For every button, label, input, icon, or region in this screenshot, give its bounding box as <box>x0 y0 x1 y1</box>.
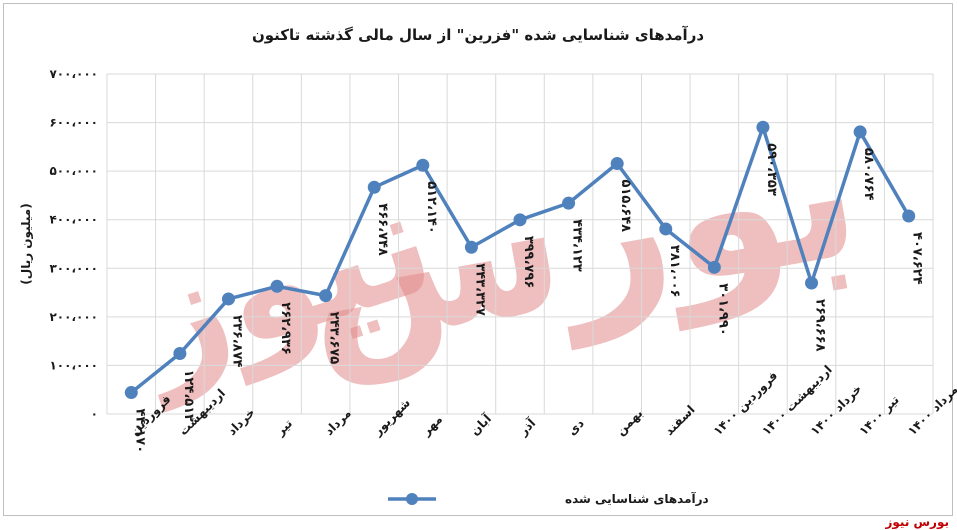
y-tick-label: ۶۰۰،۰۰۰ <box>49 116 98 130</box>
data-label: ۵۸۰،۷۶۴ <box>861 148 876 201</box>
x-tick-label: مرداد ۱۴۰۰ <box>905 382 957 438</box>
x-tick-label: مهر <box>418 412 445 439</box>
source-label: بورس نیوز <box>885 515 949 529</box>
data-point <box>173 347 187 361</box>
x-tick-label: مرداد <box>322 406 354 438</box>
data-point <box>221 292 235 306</box>
y-tick-label: ۳۰۰،۰۰۰ <box>49 261 98 275</box>
chart-title: درآمدهای شناسایی شده "فزرین" از سال مالی… <box>252 26 704 44</box>
data-label: ۳۸۱،۰۰۶ <box>667 245 682 298</box>
y-tick-label: ۴۰۰،۰۰۰ <box>49 213 98 227</box>
data-label: ۴۴،۱۷۰ <box>132 409 147 454</box>
data-point <box>319 289 333 303</box>
data-label: ۳۹۹،۷۹۶ <box>521 236 536 289</box>
data-label: ۲۳۶،۸۷۴ <box>229 315 244 368</box>
data-label: ۱۲۴،۵۱۲ <box>181 370 196 423</box>
legend-marker <box>406 493 418 505</box>
x-tick-label: آبان <box>467 410 495 438</box>
data-point <box>464 240 478 254</box>
data-point <box>124 386 138 400</box>
y-tick-label: ۵۰۰،۰۰۰ <box>49 164 98 178</box>
data-label: ۵۹۰،۳۵۳ <box>764 143 779 196</box>
x-tick-label: آذر <box>515 415 539 439</box>
data-label: ۲۶۲،۹۳۶ <box>278 302 293 355</box>
x-tick-label: اسفند <box>662 402 698 438</box>
data-point <box>707 260 721 274</box>
data-label: ۴۰۷،۶۲۴ <box>910 232 925 285</box>
data-label: ۳۴۳،۳۲۷ <box>472 263 487 316</box>
y-axis-label: (میلیون ریال) <box>19 203 34 284</box>
data-label: ۲۶۹،۶۶۸ <box>813 299 828 352</box>
x-tick-label: تیر <box>273 416 296 439</box>
data-point <box>902 209 916 223</box>
data-label: ۴۶۶،۷۴۸ <box>375 203 390 256</box>
x-tick-label: شهریور <box>370 396 414 440</box>
legend-label: درآمدهای شناسایی شده <box>565 491 709 506</box>
data-point <box>659 222 673 236</box>
data-point <box>805 276 819 290</box>
data-label: ۵۱۲،۱۴۰ <box>424 181 439 234</box>
y-tick-label: ۰ <box>91 407 98 421</box>
x-tick-label: دی <box>565 416 587 438</box>
data-point <box>853 125 867 139</box>
data-point <box>562 196 576 210</box>
data-label: ۴۳۴،۱۲۳ <box>570 219 585 272</box>
y-tick-label: ۷۰۰،۰۰۰ <box>49 67 98 81</box>
data-point <box>270 279 284 293</box>
data-label: ۵۱۵،۶۴۸ <box>618 180 633 233</box>
y-tick-label: ۱۰۰،۰۰۰ <box>49 358 98 372</box>
data-point <box>756 120 770 134</box>
data-label: ۲۴۳،۶۷۵ <box>327 312 342 365</box>
data-label: ۳۰۱،۹۹۰ <box>715 283 730 336</box>
data-point <box>513 213 527 227</box>
data-point <box>610 157 624 171</box>
x-tick-label: تیر ۱۴۰۰ <box>856 393 901 438</box>
data-point <box>367 180 381 194</box>
x-tick-label: بهمن <box>613 406 645 438</box>
y-tick-label: ۲۰۰،۰۰۰ <box>49 310 98 324</box>
chart-frame <box>3 3 953 516</box>
data-point <box>416 158 430 172</box>
